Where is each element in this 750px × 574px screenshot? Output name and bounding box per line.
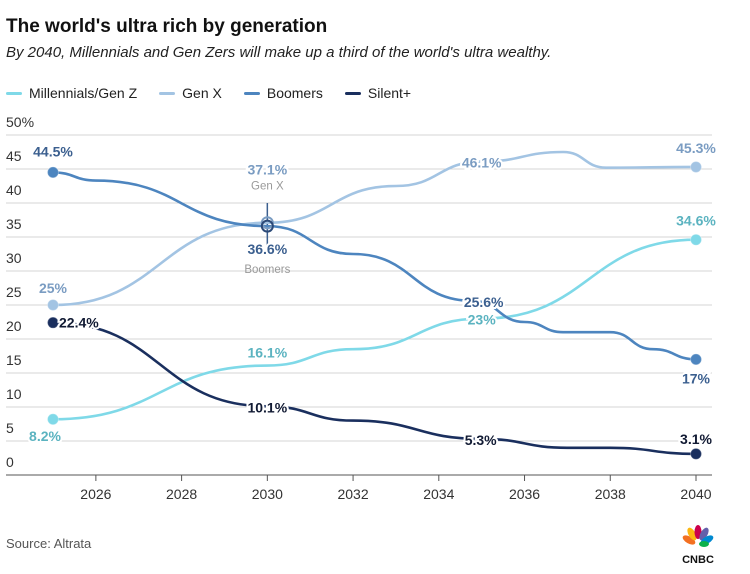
y-tick-label: 10 (6, 386, 22, 402)
data-label: 16.1% (247, 345, 287, 361)
data-label: 5.3% (465, 432, 497, 448)
y-tick-label: 20 (6, 318, 22, 334)
legend: Millennials/Gen Z Gen X Boomers Silent+ (6, 85, 411, 101)
endpoint-marker (47, 299, 59, 311)
chart-subtitle: By 2040, Millennials and Gen Zers will m… (6, 44, 552, 61)
data-label: 37.1% (247, 162, 287, 178)
data-label: 46.1% (462, 155, 502, 171)
svg-text:CNBC: CNBC (682, 554, 714, 566)
legend-label: Gen X (182, 85, 222, 101)
legend-item-millennials: Millennials/Gen Z (6, 85, 137, 101)
data-label: 8.2% (29, 428, 61, 444)
endpoint-marker (690, 233, 702, 246)
data-label: 34.6% (676, 213, 716, 229)
x-tick-label: 2026 (80, 486, 111, 502)
y-tick-label: 35 (6, 216, 22, 232)
x-tick-label: 2030 (252, 486, 283, 502)
data-label: 3.1% (680, 431, 712, 447)
chart-title: The world's ultra rich by generation (6, 16, 328, 37)
data-label: 22.4% (59, 315, 99, 331)
legend-item-boomers: Boomers (243, 85, 323, 101)
y-tick-label: 30 (6, 250, 22, 266)
data-label: 44.5% (33, 143, 73, 159)
endpoint-marker (690, 160, 702, 173)
y-tick-label: 25 (6, 284, 22, 300)
annotation-boomers: Boomers (244, 264, 290, 276)
legend-item-silent: Silent+ (344, 85, 412, 101)
data-label: 25% (39, 280, 68, 296)
data-label: 23% (468, 312, 497, 328)
series-line-boomers (52, 171, 697, 361)
data-label: 45.3% (676, 140, 716, 156)
cnbc-logo: CNBC (682, 525, 714, 566)
x-tick-label: 2034 (423, 486, 454, 502)
series-line-millennials-gen-z (52, 238, 697, 421)
legend-label: Millennials/Gen Z (29, 85, 138, 101)
y-tick-label: 5 (6, 420, 14, 436)
legend-swatch (159, 91, 176, 95)
series-line-silent- (52, 321, 697, 456)
y-tick-label: 15 (6, 352, 22, 368)
boomers-2030-marker (260, 219, 274, 233)
x-tick-label: 2028 (166, 486, 197, 502)
data-label: 36.6% (247, 241, 287, 257)
legend-swatch (243, 91, 260, 95)
endpoint-marker (690, 353, 702, 366)
source-note: Source: Altrata (6, 536, 92, 551)
y-tick-label: 0 (6, 454, 14, 470)
legend-swatch (344, 91, 361, 95)
data-label: 10.1% (247, 399, 287, 415)
x-tick-label: 2040 (680, 486, 711, 502)
y-tick-label: 40 (6, 182, 22, 198)
endpoint-marker (47, 166, 59, 179)
y-tick-label: 50% (6, 114, 34, 130)
legend-label: Silent+ (367, 85, 412, 101)
data-label: 25.6% (464, 294, 504, 310)
endpoint-marker (47, 316, 59, 329)
y-tick-label: 45 (6, 148, 22, 164)
legend-label: Boomers (266, 85, 323, 101)
x-tick-label: 2036 (509, 486, 540, 502)
x-tick-label: 2038 (595, 486, 626, 502)
annotation-genx: Gen X (251, 181, 284, 193)
data-label: 17% (682, 370, 711, 386)
x-tick-label: 2032 (337, 486, 368, 502)
legend-swatch (6, 91, 22, 95)
endpoint-marker (47, 413, 59, 426)
series-line-gen-x (52, 150, 697, 307)
legend-item-genx: Gen X (159, 85, 222, 101)
endpoint-marker (690, 447, 702, 460)
